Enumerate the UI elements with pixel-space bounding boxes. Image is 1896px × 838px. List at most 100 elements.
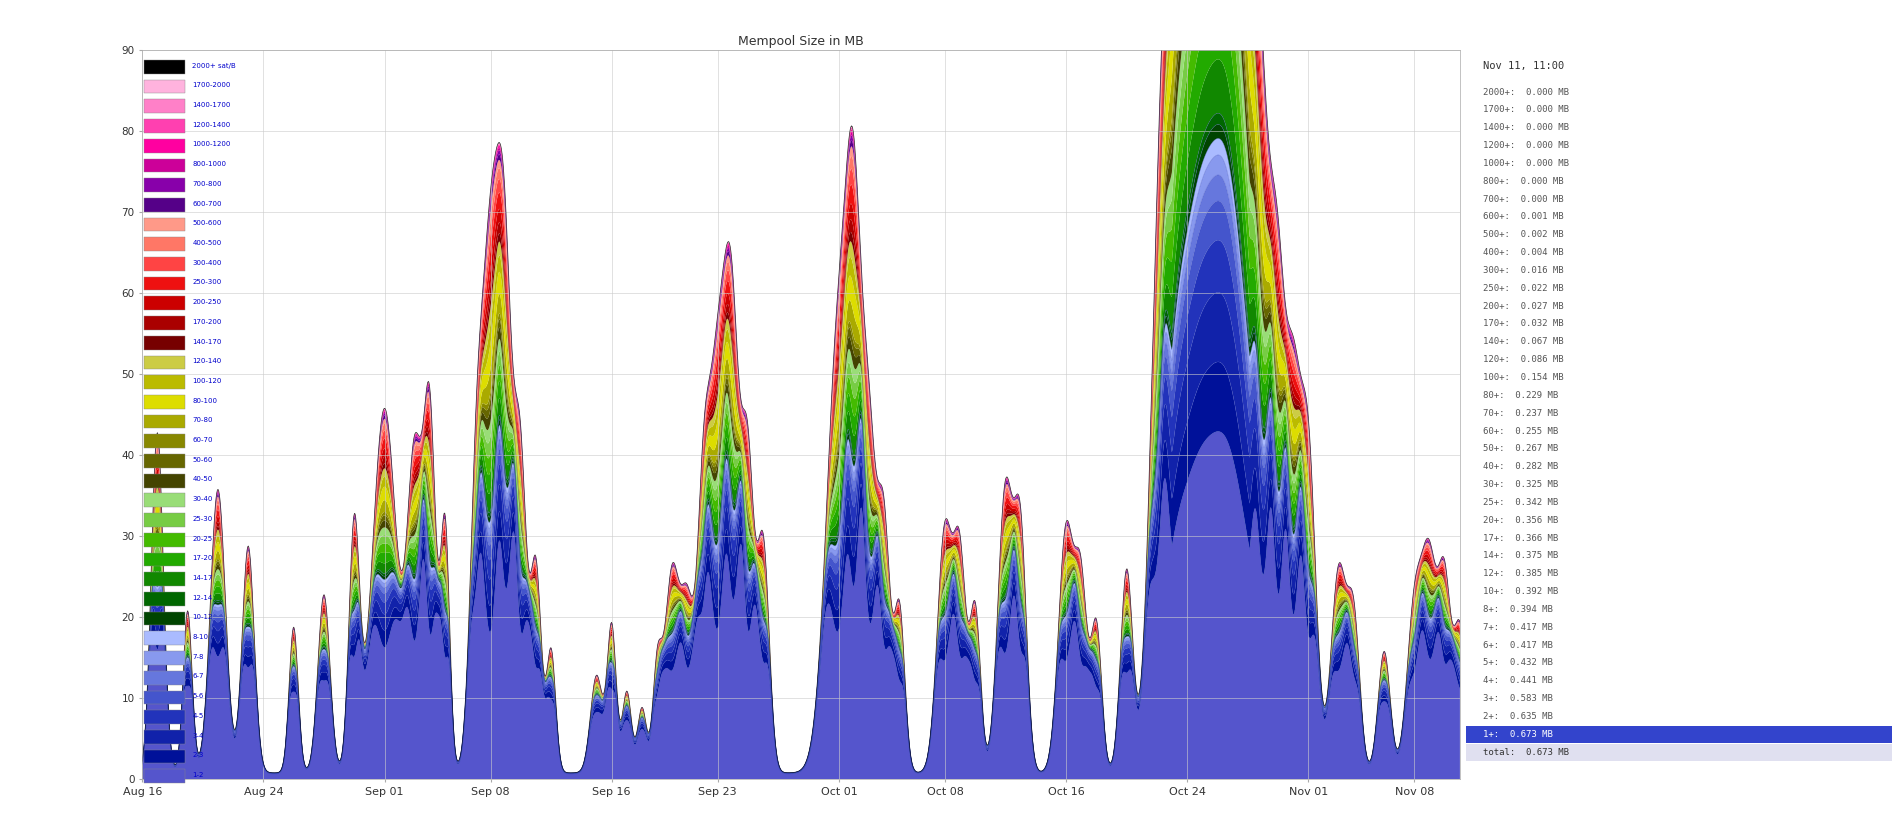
Text: 8+:  0.394 MB: 8+: 0.394 MB (1483, 605, 1553, 614)
Bar (144, 454, 186, 468)
Text: 3-4: 3-4 (191, 732, 203, 738)
Bar (144, 691, 186, 704)
Bar (144, 473, 186, 488)
Text: 250-300: 250-300 (191, 279, 222, 286)
Bar (1466, 743, 1892, 761)
Text: 12+:  0.385 MB: 12+: 0.385 MB (1483, 569, 1559, 578)
Text: 20+:  0.356 MB: 20+: 0.356 MB (1483, 515, 1559, 525)
Text: 60+:  0.255 MB: 60+: 0.255 MB (1483, 427, 1559, 436)
Text: 700-800: 700-800 (191, 181, 222, 187)
Text: 400+:  0.004 MB: 400+: 0.004 MB (1483, 248, 1564, 257)
Text: 6-7: 6-7 (191, 674, 203, 680)
Bar (144, 218, 186, 231)
Bar (144, 592, 186, 606)
Text: 80-100: 80-100 (191, 397, 218, 404)
Text: 200-250: 200-250 (191, 299, 222, 305)
Bar (144, 100, 186, 113)
Bar (144, 513, 186, 527)
Text: 2+:  0.635 MB: 2+: 0.635 MB (1483, 712, 1553, 721)
Text: 25-30: 25-30 (191, 516, 212, 522)
Text: 170+:  0.032 MB: 170+: 0.032 MB (1483, 319, 1564, 328)
Text: 600-700: 600-700 (191, 200, 222, 207)
Text: 1-2: 1-2 (191, 772, 203, 778)
Text: 80+:  0.229 MB: 80+: 0.229 MB (1483, 391, 1559, 400)
Text: 2-3: 2-3 (191, 753, 203, 758)
Text: 30-40: 30-40 (191, 496, 212, 502)
Text: 1000+:  0.000 MB: 1000+: 0.000 MB (1483, 159, 1568, 168)
Bar (144, 434, 186, 448)
Title: Mempool Size in MB: Mempool Size in MB (738, 34, 865, 48)
Text: 40+:  0.282 MB: 40+: 0.282 MB (1483, 463, 1559, 471)
Text: 5+:  0.432 MB: 5+: 0.432 MB (1483, 659, 1553, 668)
Bar (144, 375, 186, 389)
Text: 5-6: 5-6 (191, 693, 203, 699)
Text: 300+:  0.016 MB: 300+: 0.016 MB (1483, 266, 1564, 275)
Text: 700+:  0.000 MB: 700+: 0.000 MB (1483, 194, 1564, 204)
Text: 800-1000: 800-1000 (191, 161, 226, 167)
Bar (144, 158, 186, 173)
Bar (144, 198, 186, 212)
Text: 4-5: 4-5 (191, 713, 203, 719)
Text: 800+:  0.000 MB: 800+: 0.000 MB (1483, 177, 1564, 186)
Bar (144, 730, 186, 743)
Text: 30+:  0.325 MB: 30+: 0.325 MB (1483, 480, 1559, 489)
Bar (144, 631, 186, 645)
Bar (144, 178, 186, 192)
Bar (144, 711, 186, 724)
Bar (144, 651, 186, 665)
Text: 120-140: 120-140 (191, 358, 222, 365)
Text: 70+:  0.237 MB: 70+: 0.237 MB (1483, 409, 1559, 417)
Bar (144, 552, 186, 566)
Bar (144, 671, 186, 685)
Text: 10+:  0.392 MB: 10+: 0.392 MB (1483, 587, 1559, 596)
Text: 100+:  0.154 MB: 100+: 0.154 MB (1483, 373, 1564, 382)
Bar (144, 355, 186, 370)
Text: Nov 11, 11:00: Nov 11, 11:00 (1483, 61, 1564, 71)
Bar (144, 769, 186, 783)
Text: 60-70: 60-70 (191, 437, 212, 443)
Text: 1200-1400: 1200-1400 (191, 122, 231, 127)
Text: 20-25: 20-25 (191, 535, 212, 541)
Text: 70-80: 70-80 (191, 417, 212, 423)
Text: 17-20: 17-20 (191, 556, 212, 561)
Text: 2000+:  0.000 MB: 2000+: 0.000 MB (1483, 87, 1568, 96)
Text: 8-10: 8-10 (191, 634, 209, 640)
Text: total:  0.673 MB: total: 0.673 MB (1483, 747, 1568, 757)
Bar (144, 60, 186, 74)
Bar (144, 257, 186, 271)
Text: 500-600: 500-600 (191, 220, 222, 226)
Text: 140+:  0.067 MB: 140+: 0.067 MB (1483, 338, 1564, 346)
Text: 1700+:  0.000 MB: 1700+: 0.000 MB (1483, 106, 1568, 114)
Text: 7-8: 7-8 (191, 654, 203, 660)
Text: 2000+ sat/B: 2000+ sat/B (191, 63, 235, 69)
Bar (144, 316, 186, 330)
Text: 1400+:  0.000 MB: 1400+: 0.000 MB (1483, 123, 1568, 132)
Text: 10-12: 10-12 (191, 614, 212, 620)
Bar (144, 572, 186, 586)
Text: 50+:  0.267 MB: 50+: 0.267 MB (1483, 444, 1559, 453)
Bar (144, 415, 186, 428)
Text: 6+:  0.417 MB: 6+: 0.417 MB (1483, 640, 1553, 649)
Text: 500+:  0.002 MB: 500+: 0.002 MB (1483, 230, 1564, 240)
Bar (144, 80, 186, 93)
Text: 140-170: 140-170 (191, 339, 222, 344)
Bar (144, 297, 186, 310)
Text: 40-50: 40-50 (191, 477, 212, 483)
Bar (144, 612, 186, 625)
Bar (144, 336, 186, 349)
Text: 250+:  0.022 MB: 250+: 0.022 MB (1483, 284, 1564, 292)
Text: 50-60: 50-60 (191, 457, 212, 463)
Text: 400-500: 400-500 (191, 240, 222, 246)
Text: 3+:  0.583 MB: 3+: 0.583 MB (1483, 694, 1553, 703)
Text: 1+:  0.673 MB: 1+: 0.673 MB (1483, 730, 1553, 739)
Text: 25+:  0.342 MB: 25+: 0.342 MB (1483, 498, 1559, 507)
Text: 4+:  0.441 MB: 4+: 0.441 MB (1483, 676, 1553, 685)
Text: 7+:  0.417 MB: 7+: 0.417 MB (1483, 623, 1553, 632)
Bar (144, 139, 186, 153)
Bar (144, 119, 186, 133)
Bar (144, 533, 186, 546)
Text: 600+:  0.001 MB: 600+: 0.001 MB (1483, 212, 1564, 221)
Text: 300-400: 300-400 (191, 260, 222, 266)
Bar (144, 494, 186, 507)
Text: 1200+:  0.000 MB: 1200+: 0.000 MB (1483, 141, 1568, 150)
